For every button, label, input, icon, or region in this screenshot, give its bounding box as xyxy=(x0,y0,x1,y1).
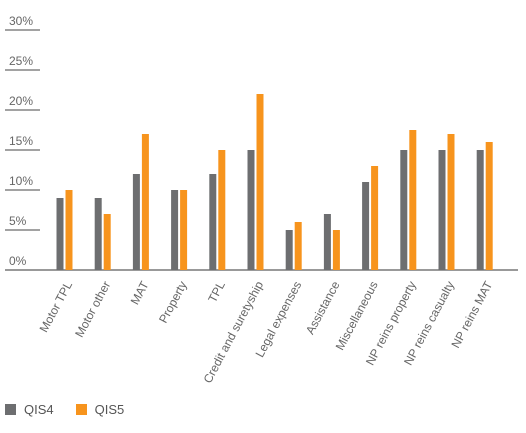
y-tick-label: 25% xyxy=(9,54,33,68)
x-tick-label: NP reins MAT xyxy=(448,278,495,350)
bar-qis5-0 xyxy=(65,190,73,270)
bar-qis4-0 xyxy=(56,198,64,270)
bar-qis5-9 xyxy=(409,130,417,270)
x-tick-label: MAT xyxy=(128,278,152,307)
bar-qis4-1 xyxy=(94,198,102,270)
y-tick-label: 10% xyxy=(9,174,33,188)
x-tick-label: Property xyxy=(156,279,190,326)
bar-qis5-1 xyxy=(103,214,111,270)
bar-qis4-5 xyxy=(247,150,255,270)
bar-qis5-3 xyxy=(180,190,188,270)
bar-qis4-7 xyxy=(323,214,331,270)
bar-qis5-7 xyxy=(332,230,340,270)
legend-item-qis4: QIS4 xyxy=(5,402,54,417)
bar-qis5-10 xyxy=(447,134,455,270)
x-tick-label: Motor TPL xyxy=(37,279,76,335)
y-tick-label: 15% xyxy=(9,134,33,148)
x-tick-label: Motor other xyxy=(72,279,113,340)
legend-swatch-qis5 xyxy=(75,404,87,415)
bar-qis5-6 xyxy=(294,222,302,270)
y-tick-label: 0% xyxy=(9,254,27,268)
bar-qis4-11 xyxy=(476,150,484,270)
y-tick-label: 30% xyxy=(9,14,33,28)
bar-qis4-4 xyxy=(209,174,217,270)
bars xyxy=(56,94,493,270)
y-tick-label: 20% xyxy=(9,94,33,108)
bar-qis5-11 xyxy=(485,142,493,270)
bar-qis5-2 xyxy=(141,134,149,270)
y-tick-label: 5% xyxy=(9,214,27,228)
legend-swatch-qis4 xyxy=(5,404,16,415)
x-tick-label: TPL xyxy=(205,279,228,305)
bar-qis4-2 xyxy=(132,174,140,270)
bar-qis4-10 xyxy=(438,150,446,270)
bar-qis5-4 xyxy=(218,150,226,270)
legend-item-qis5: QIS5 xyxy=(75,402,125,417)
bar-qis5-5 xyxy=(256,94,264,270)
legend-label-qis4: QIS4 xyxy=(24,402,54,417)
x-tick-label: Assistance xyxy=(303,279,343,337)
bar-qis4-8 xyxy=(362,182,370,270)
bar-qis4-3 xyxy=(171,190,179,270)
bar-qis5-8 xyxy=(371,166,379,270)
bar-qis4-6 xyxy=(285,230,293,270)
legend-label-qis5: QIS5 xyxy=(94,402,125,417)
legend: QIS4 QIS5 xyxy=(5,402,146,417)
bar-qis4-9 xyxy=(400,150,408,270)
